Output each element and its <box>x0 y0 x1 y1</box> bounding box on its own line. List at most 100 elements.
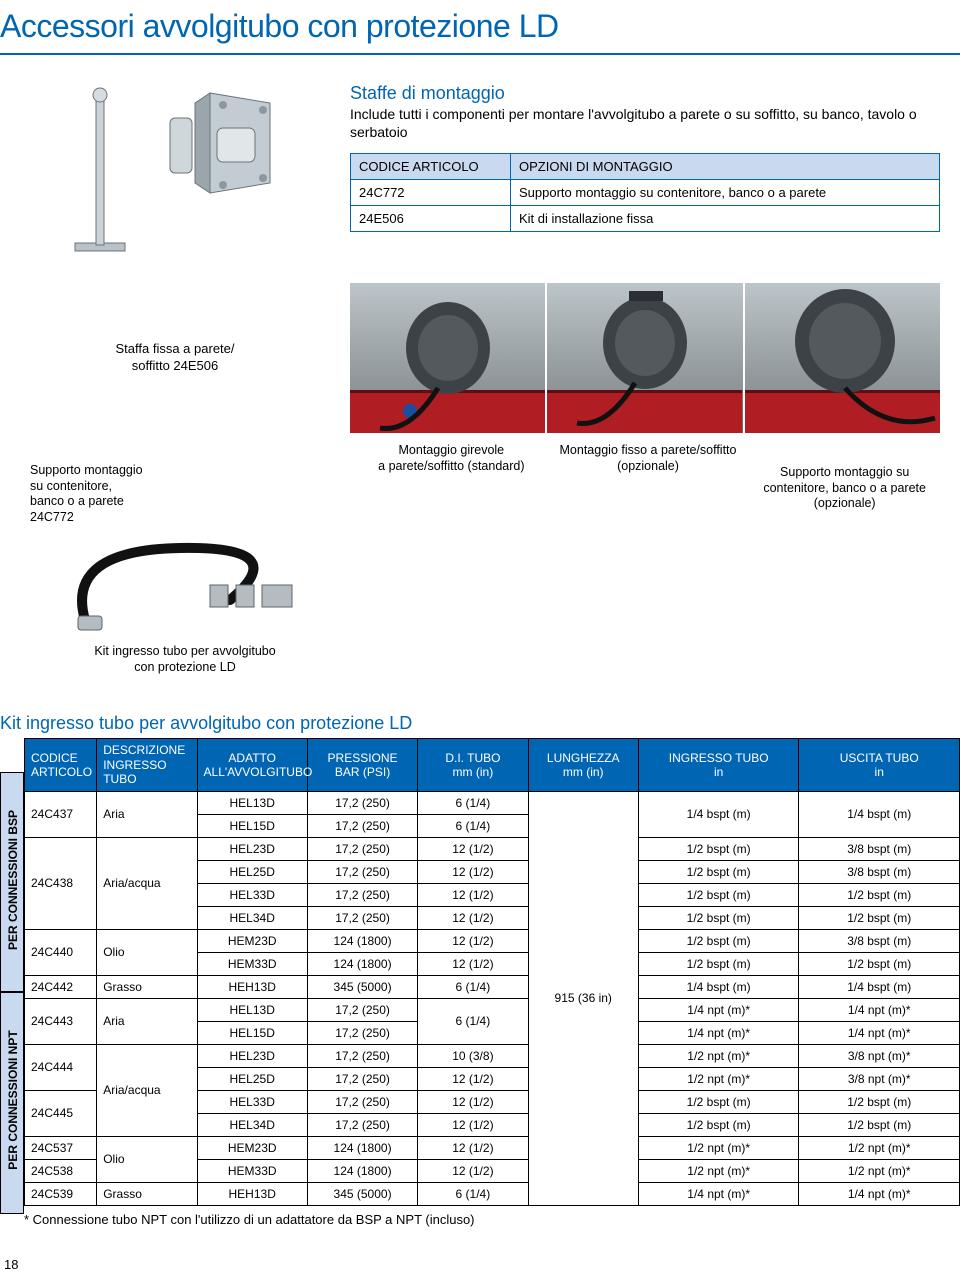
cell-adatto: HEH13D <box>197 1182 307 1205</box>
cell-outlet: 1/2 bspt (m) <box>799 906 960 929</box>
cell-adatto: HEM33D <box>197 1159 307 1182</box>
cell-pressure: 124 (1800) <box>307 952 417 975</box>
caption-fixed: Montaggio fisso a parete/soffitto (opzio… <box>553 443 744 474</box>
cell-outlet: 3/8 npt (m)* <box>799 1044 960 1067</box>
cell-adatto: HEL23D <box>197 837 307 860</box>
page-title: Accessori avvolgitubo con protezione LD <box>0 0 960 49</box>
cell-outlet: 1/4 bspt (m) <box>799 975 960 998</box>
cell-pressure: 17,2 (250) <box>307 837 417 860</box>
cell-inlet: 1/2 bspt (m) <box>638 906 799 929</box>
cell-pressure: 124 (1800) <box>307 1136 417 1159</box>
mounting-images <box>0 83 350 263</box>
cell-outlet: 1/2 bspt (m) <box>799 883 960 906</box>
table-row: 24C443AriaHEL13D17,2 (250)6 (1/4)1/4 npt… <box>25 998 960 1021</box>
h-inlet: INGRESSO TUBO in <box>638 739 799 791</box>
cell-di: 12 (1/2) <box>418 1113 528 1136</box>
cell-di: 10 (3/8) <box>418 1044 528 1067</box>
cell-inlet: 1/2 npt (m)* <box>638 1044 799 1067</box>
cell-desc: Aria/acqua <box>97 837 197 929</box>
caption-support-opt: Supporto montaggio su contenitore, banco… <box>749 443 940 512</box>
cell-pressure: 17,2 (250) <box>307 998 417 1021</box>
table-row: 24E506 Kit di installazione fissa <box>351 206 940 232</box>
cell-inlet: 1/2 bspt (m) <box>638 883 799 906</box>
cell-adatto: HEL25D <box>197 1067 307 1090</box>
cell-code: 24C443 <box>25 998 97 1044</box>
cell-inlet: 1/2 npt (m)* <box>638 1067 799 1090</box>
cell-adatto: HEL25D <box>197 860 307 883</box>
caption-support-24c772: Supporto montaggio su contenitore, banco… <box>20 443 350 675</box>
section-environment: Staffa fissa a parete/ soffitto 24E506 <box>0 283 960 443</box>
cell-outlet: 1/2 npt (m)* <box>799 1159 960 1182</box>
h-pressure: PRESSIONE BAR (PSI) <box>307 739 417 791</box>
cell-adatto: HEM23D <box>197 1136 307 1159</box>
cell-inlet: 1/2 bspt (m) <box>638 952 799 975</box>
table-row: 24C438Aria/acquaHEL23D17,2 (250)12 (1/2)… <box>25 837 960 860</box>
kit-table-heading: Kit ingresso tubo per avvolgitubo con pr… <box>0 695 960 738</box>
cell-di: 12 (1/2) <box>418 1067 528 1090</box>
cell-di: 12 (1/2) <box>418 837 528 860</box>
cell-code: 24C538 <box>25 1159 97 1182</box>
cell-outlet: 1/2 bspt (m) <box>799 1090 960 1113</box>
fixed-bracket-caption: Staffa fissa a parete/ soffitto 24E506 <box>0 341 350 375</box>
env-swivel <box>350 283 545 433</box>
cell-desc: Grasso <box>97 1182 197 1205</box>
cell-outlet: 3/8 npt (m)* <box>799 1067 960 1090</box>
cell-desc: Aria <box>97 791 197 837</box>
cell-code: 24C440 <box>25 929 97 975</box>
cell-pressure: 17,2 (250) <box>307 1067 417 1090</box>
cell-pressure: 17,2 (250) <box>307 1021 417 1044</box>
cell-di: 6 (1/4) <box>418 814 528 837</box>
cell-outlet: 3/8 bspt (m) <box>799 929 960 952</box>
cell-pressure: 17,2 (250) <box>307 906 417 929</box>
cell-inlet: 1/2 npt (m)* <box>638 1136 799 1159</box>
cell-code: 24E506 <box>351 206 511 232</box>
cell-adatto: HEL13D <box>197 791 307 814</box>
cell-code: 24C537 <box>25 1136 97 1159</box>
cell-code: 24C438 <box>25 837 97 929</box>
env-fixed <box>547 283 742 433</box>
cell-options: Supporto montaggio su contenitore, banco… <box>511 180 940 206</box>
cell-pressure: 124 (1800) <box>307 929 417 952</box>
table-row: 24C444Aria/acquaHEL23D17,2 (250)10 (3/8)… <box>25 1044 960 1067</box>
table-row: 24C539GrassoHEH13D345 (5000)6 (1/4) 1/4 n… <box>25 1182 960 1205</box>
env-support <box>745 283 940 433</box>
table-row: 24C537OlioHEM23D124 (1800)12 (1/2)1/2 np… <box>25 1136 960 1159</box>
cell-di: 12 (1/2) <box>418 952 528 975</box>
cell-options: Kit di installazione fissa <box>511 206 940 232</box>
cell-di: 12 (1/2) <box>418 1159 528 1182</box>
cell-inlet: 1/2 npt (m)* <box>638 1159 799 1182</box>
cell-adatto: HEL33D <box>197 1090 307 1113</box>
cell-code: 24C445 <box>25 1090 97 1136</box>
cell-pressure: 17,2 (250) <box>307 860 417 883</box>
cell-di: 6 (1/4) <box>418 791 528 814</box>
vtab-bsp: PER CONNESSIONI BSP <box>6 780 20 980</box>
table-row: 24C440OlioHEM23D124 (1800)12 (1/2)1/2 bs… <box>25 929 960 952</box>
cell-outlet: 1/4 npt (m)* <box>799 1182 960 1205</box>
caption-swivel: Montaggio girevole a parete/soffitto (st… <box>356 443 547 474</box>
cell-code: 24C444 <box>25 1044 97 1090</box>
h-di: D.I. TUBO mm (in) <box>418 739 528 791</box>
mounting-table-h-options: OPZIONI DI MONTAGGIO <box>511 154 940 180</box>
cell-outlet: 3/8 bspt (m) <box>799 837 960 860</box>
cell-code: 24C539 <box>25 1182 97 1205</box>
cell-desc: Aria/acqua <box>97 1044 197 1136</box>
table-row: 24C437AriaHEL13D17,2 (250)6 (1/4)915 (36… <box>25 791 960 814</box>
kit-table-header-row: CODICE ARTICOLO DESCRIZIONE INGRESSO TUB… <box>25 739 960 791</box>
cell-pressure: 17,2 (250) <box>307 1044 417 1067</box>
cell-inlet: 1/4 bspt (m) <box>638 975 799 998</box>
cell-pressure: 124 (1800) <box>307 1159 417 1182</box>
cell-inlet: 1/4 npt (m)* <box>638 998 799 1021</box>
cell-outlet: 1/2 npt (m)* <box>799 1136 960 1159</box>
cell-inlet: 1/2 bspt (m) <box>638 929 799 952</box>
cell-adatto: HEM23D <box>197 929 307 952</box>
environment-images <box>350 283 960 433</box>
cell-adatto: HEL33D <box>197 883 307 906</box>
mounting-table: CODICE ARTICOLO OPZIONI DI MONTAGGIO 24C… <box>350 153 940 232</box>
cell-outlet: 1/4 bspt (m) <box>799 791 960 837</box>
cell-di: 12 (1/2) <box>418 860 528 883</box>
cell-pressure: 345 (5000) <box>307 1182 417 1205</box>
mounting-table-h-code: CODICE ARTICOLO <box>351 154 511 180</box>
cell-di: 6 (1/4) <box>418 1182 528 1205</box>
cell-outlet: 1/4 npt (m)* <box>799 1021 960 1044</box>
cell-adatto: HEL15D <box>197 814 307 837</box>
